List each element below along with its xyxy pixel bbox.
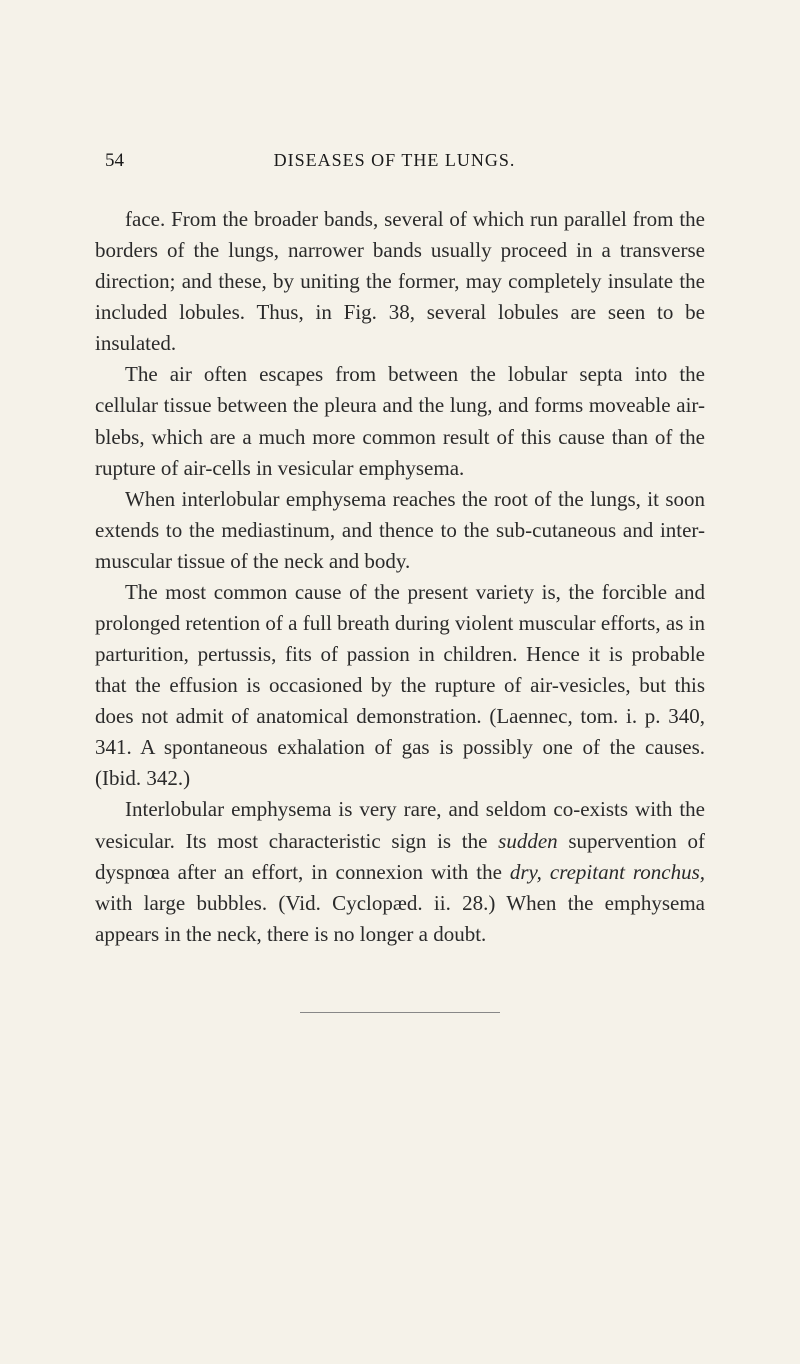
page-number: 54 bbox=[95, 150, 124, 172]
page-header: 54 DISEASES OF THE LUNGS. bbox=[95, 150, 705, 172]
paragraph-5-text-c: with large bubbles. (Vid. Cyclopæd. ii. … bbox=[95, 891, 705, 946]
paragraph-5: Interlobular emphysema is very rare, and… bbox=[95, 794, 705, 949]
italic-sudden: sudden bbox=[498, 829, 558, 853]
paragraph-3: When interlobular emphysema reaches the … bbox=[95, 484, 705, 577]
page-title: DISEASES OF THE LUNGS. bbox=[124, 150, 705, 171]
paragraph-4: The most common cause of the present var… bbox=[95, 577, 705, 795]
section-divider bbox=[300, 1012, 500, 1013]
paragraph-1: face. From the broader bands, several of… bbox=[95, 204, 705, 359]
italic-dry-crepitant: dry, crepitant ronchus, bbox=[510, 860, 705, 884]
document-page: 54 DISEASES OF THE LUNGS. face. From the… bbox=[0, 0, 800, 1073]
paragraph-2: The air often escapes from between the l… bbox=[95, 359, 705, 483]
